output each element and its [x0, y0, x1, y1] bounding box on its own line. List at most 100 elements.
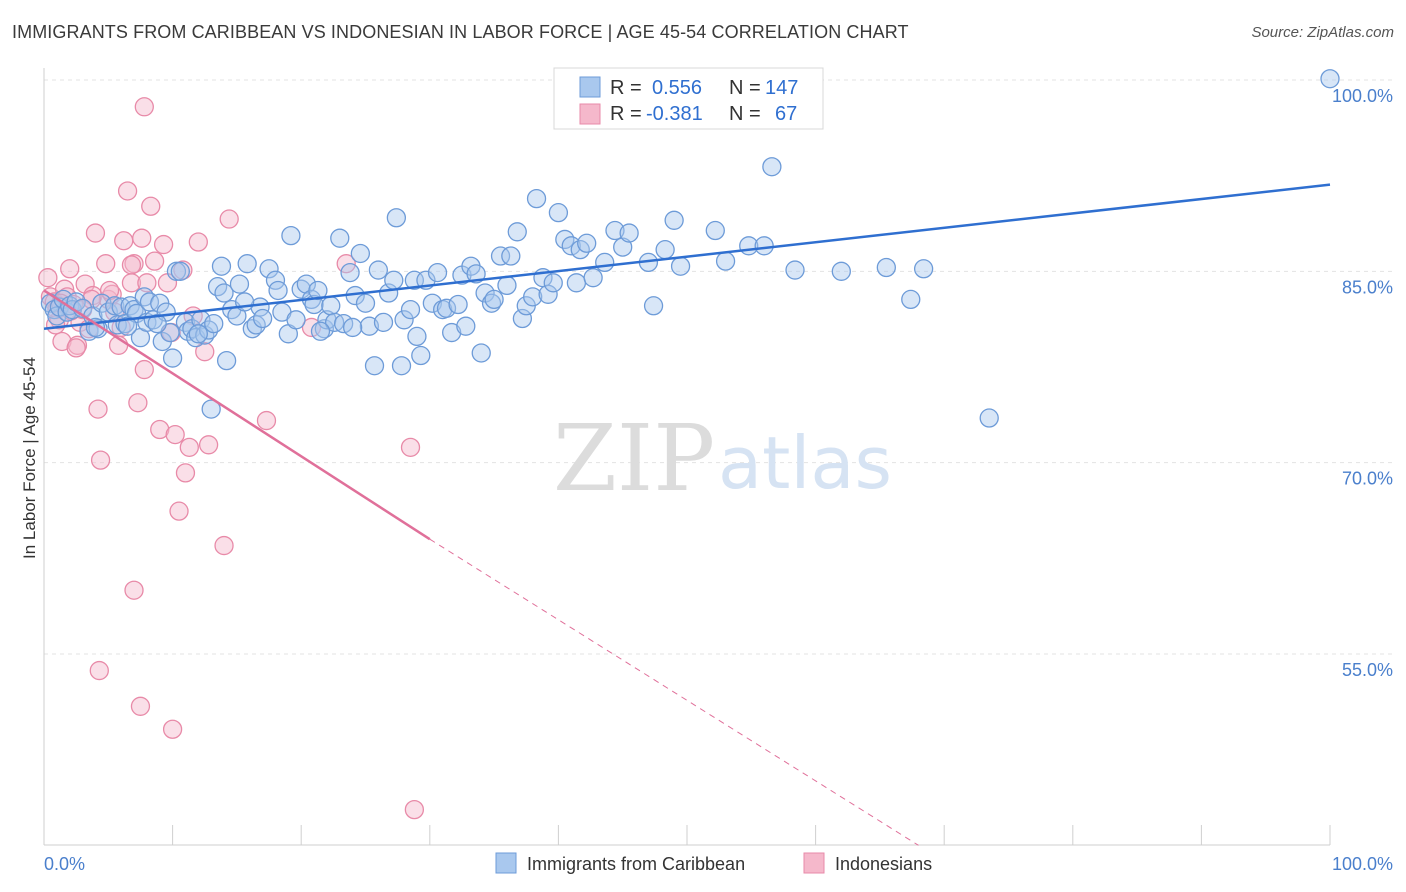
chart-title: IMMIGRANTS FROM CARIBBEAN VS INDONESIAN …: [12, 22, 909, 42]
data-point: [979, 408, 999, 428]
data-point: [216, 350, 237, 371]
data-point: [664, 210, 684, 230]
axes: [43, 68, 1331, 846]
data-point: [121, 255, 142, 275]
data-point: [512, 308, 533, 329]
data-point: [268, 280, 288, 301]
trend-lines: [43, 183, 1331, 846]
stats-r-label-1: R =: [610, 77, 642, 99]
data-point: [60, 259, 80, 279]
legend-label-indonesians: Indonesians: [835, 854, 932, 874]
data-point: [340, 262, 360, 283]
data-point: [497, 275, 517, 296]
data-point: [456, 316, 476, 336]
data-point: [605, 220, 625, 241]
data-point: [523, 287, 543, 307]
data-point: [150, 419, 170, 440]
data-point: [250, 297, 270, 317]
data-point: [281, 225, 301, 246]
data-point: [404, 799, 425, 820]
data-point: [507, 222, 527, 242]
data-point: [484, 289, 504, 310]
data-point: [785, 260, 805, 280]
data-point: [162, 719, 183, 739]
data-point: [670, 256, 691, 276]
data-point: [490, 246, 511, 266]
data-point: [355, 293, 376, 313]
data-point: [715, 251, 736, 271]
data-point: [359, 316, 380, 336]
stats-swatch-pink: [579, 103, 601, 125]
data-point: [165, 424, 185, 445]
data-point: [526, 188, 547, 209]
data-point: [175, 463, 196, 483]
grid-lines: [44, 79, 1393, 655]
data-point: [214, 535, 234, 556]
data-point: [876, 257, 896, 278]
data-point: [114, 231, 134, 251]
data-point: [1320, 69, 1340, 89]
data-point: [198, 435, 219, 455]
data-point: [128, 393, 148, 413]
watermark-zip: ZIP: [553, 405, 715, 512]
data-point: [90, 450, 111, 470]
y-tick-label: 100.0%: [1332, 86, 1393, 106]
data-point: [162, 348, 183, 368]
stats-swatch-blue: [579, 76, 601, 98]
trend-line-indonesians: [43, 289, 431, 541]
data-point: [134, 97, 154, 117]
data-point: [137, 273, 157, 293]
data-point: [342, 317, 363, 338]
data-point: [448, 294, 468, 315]
data-point: [762, 157, 782, 177]
data-point: [613, 237, 633, 257]
legend-label-caribbean: Immigrants from Caribbean: [527, 854, 745, 874]
series-legend: Immigrants from Caribbean Indonesians: [495, 852, 932, 874]
data-point: [595, 252, 615, 273]
stats-n-value-2: 67: [775, 103, 797, 125]
trend-line-caribbean: [43, 183, 1331, 330]
data-point: [153, 234, 174, 255]
data-point: [237, 254, 257, 274]
data-point: [400, 437, 421, 458]
stats-legend: R = 0.556 N = 147 R = -0.381 N = 67: [553, 67, 824, 130]
data-point: [330, 228, 350, 248]
stats-n-label-2: N =: [729, 103, 761, 125]
data-point: [422, 293, 443, 313]
data-point: [144, 251, 165, 271]
data-point: [901, 289, 921, 310]
data-point: [211, 256, 232, 276]
data-point: [117, 316, 138, 336]
stats-r-label-2: R =: [610, 103, 642, 125]
data-point: [139, 292, 160, 312]
data-point: [169, 501, 189, 521]
data-point: [308, 280, 328, 301]
data-point: [88, 399, 108, 419]
data-point: [543, 273, 563, 293]
caribbean-points: [40, 69, 1340, 428]
data-point: [296, 274, 316, 294]
data-point: [188, 324, 208, 344]
y-tick-label: 85.0%: [1342, 277, 1393, 297]
data-point: [310, 321, 331, 341]
data-point: [501, 246, 521, 266]
data-point: [566, 273, 587, 293]
data-point: [364, 356, 385, 376]
data-point: [705, 220, 725, 241]
data-point: [201, 399, 221, 419]
data-point: [89, 660, 109, 681]
y-tick-labels: 55.0% 70.0% 85.0% 100.0%: [1332, 86, 1393, 680]
data-point: [391, 356, 412, 376]
watermark: ZIP atlas: [553, 405, 892, 512]
x-tick-label-max: 100.0%: [1332, 854, 1393, 874]
stats-r-value-1: 0.556: [652, 77, 702, 99]
data-point: [577, 233, 597, 253]
data-point: [66, 338, 86, 358]
y-tick-label: 70.0%: [1342, 469, 1393, 489]
data-point: [234, 292, 255, 312]
data-point: [538, 284, 558, 304]
data-point: [214, 283, 234, 303]
data-point: [252, 308, 273, 329]
data-point: [411, 345, 431, 366]
